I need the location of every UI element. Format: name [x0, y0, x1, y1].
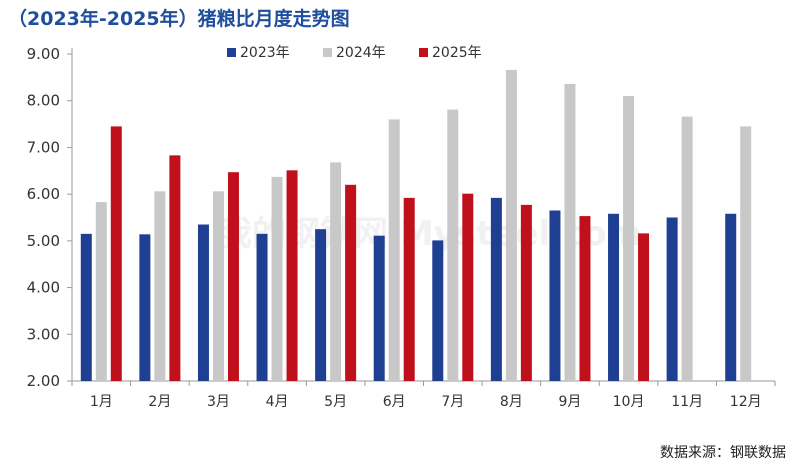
- bar-2024年-3月: [212, 191, 224, 381]
- x-tick-label: 3月: [207, 394, 230, 410]
- bar-2023年-7月: [432, 240, 444, 381]
- bar-2025年-8月: [520, 204, 532, 381]
- bar-2024年-7月: [447, 109, 459, 381]
- x-tick-label: 6月: [383, 394, 406, 410]
- bar-2025年-3月: [227, 172, 239, 381]
- legend-label: 2023年: [240, 45, 290, 61]
- bar-2024年-10月: [623, 96, 635, 382]
- bars: [80, 69, 752, 382]
- bar-2024年-5月: [330, 162, 342, 381]
- x-tick-label: 9月: [558, 394, 581, 410]
- bar-2023年-3月: [197, 224, 209, 381]
- bar-2024年-4月: [271, 176, 283, 381]
- legend-swatch: [419, 48, 428, 57]
- bar-2023年-12月: [725, 213, 737, 381]
- x-tick-label: 10月: [613, 394, 645, 410]
- bar-2024年-8月: [505, 69, 517, 381]
- y-tick-label: 9.00: [27, 45, 60, 63]
- axes: 2.00 3.00 4.00 5.00 6.00 7.00 8.00 9.00 1月 2月 3月 4月…: [27, 45, 776, 410]
- bar-2025年-6月: [403, 197, 415, 381]
- legend-swatch: [323, 48, 332, 57]
- bar-2023年-8月: [490, 197, 502, 381]
- source-note: 数据来源：钢联数据: [660, 445, 786, 461]
- bar-2024年-6月: [388, 119, 400, 382]
- y-tick-label: 8.00: [27, 92, 60, 110]
- x-tick-label: 4月: [266, 394, 289, 410]
- bar-2023年-11月: [666, 217, 678, 381]
- x-tick-label: 7月: [441, 394, 464, 410]
- bar-2023年-10月: [608, 213, 620, 381]
- y-tick-label: 6.00: [27, 185, 60, 203]
- y-tick-label: 2.00: [27, 372, 60, 390]
- bar-2025年-5月: [345, 184, 357, 381]
- x-tick-label: 5月: [324, 394, 347, 410]
- bar-2023年-4月: [256, 233, 268, 381]
- y-tick-label: 5.00: [27, 232, 60, 250]
- x-tick-label: 1月: [90, 394, 113, 410]
- bar-2024年-1月: [95, 202, 107, 381]
- bar-2024年-11月: [681, 116, 693, 382]
- legend: 2023年 2024年 2025年: [227, 45, 482, 61]
- y-tick-label: 7.00: [27, 138, 60, 156]
- x-tick-label: 8月: [500, 394, 523, 410]
- x-tick-label: 2月: [148, 394, 171, 410]
- bar-2023年-6月: [373, 235, 385, 381]
- bar-2025年-2月: [169, 155, 181, 381]
- bar-2025年-10月: [638, 233, 650, 381]
- y-tick-label: 3.00: [27, 325, 60, 343]
- bar-2023年-9月: [549, 210, 561, 381]
- legend-swatch: [227, 48, 236, 57]
- x-tick-label: 12月: [730, 394, 762, 410]
- bar-2023年-5月: [315, 229, 327, 381]
- bar-2023年-2月: [139, 234, 151, 381]
- chart-title: （2023年-2025年）猪粮比月度走势图: [8, 8, 350, 30]
- bar-2024年-2月: [154, 191, 166, 381]
- bar-2024年-12月: [740, 126, 752, 382]
- bar-2025年-9月: [579, 216, 591, 381]
- bar-2023年-1月: [80, 233, 92, 381]
- bar-2025年-4月: [286, 170, 298, 381]
- bar-2025年-7月: [462, 193, 474, 381]
- legend-label: 2024年: [336, 45, 386, 61]
- bar-2025年-1月: [110, 126, 122, 382]
- bar-2024年-9月: [564, 83, 576, 381]
- legend-label: 2025年: [432, 45, 482, 61]
- y-tick-label: 4.00: [27, 279, 60, 297]
- x-tick-label: 11月: [671, 394, 703, 410]
